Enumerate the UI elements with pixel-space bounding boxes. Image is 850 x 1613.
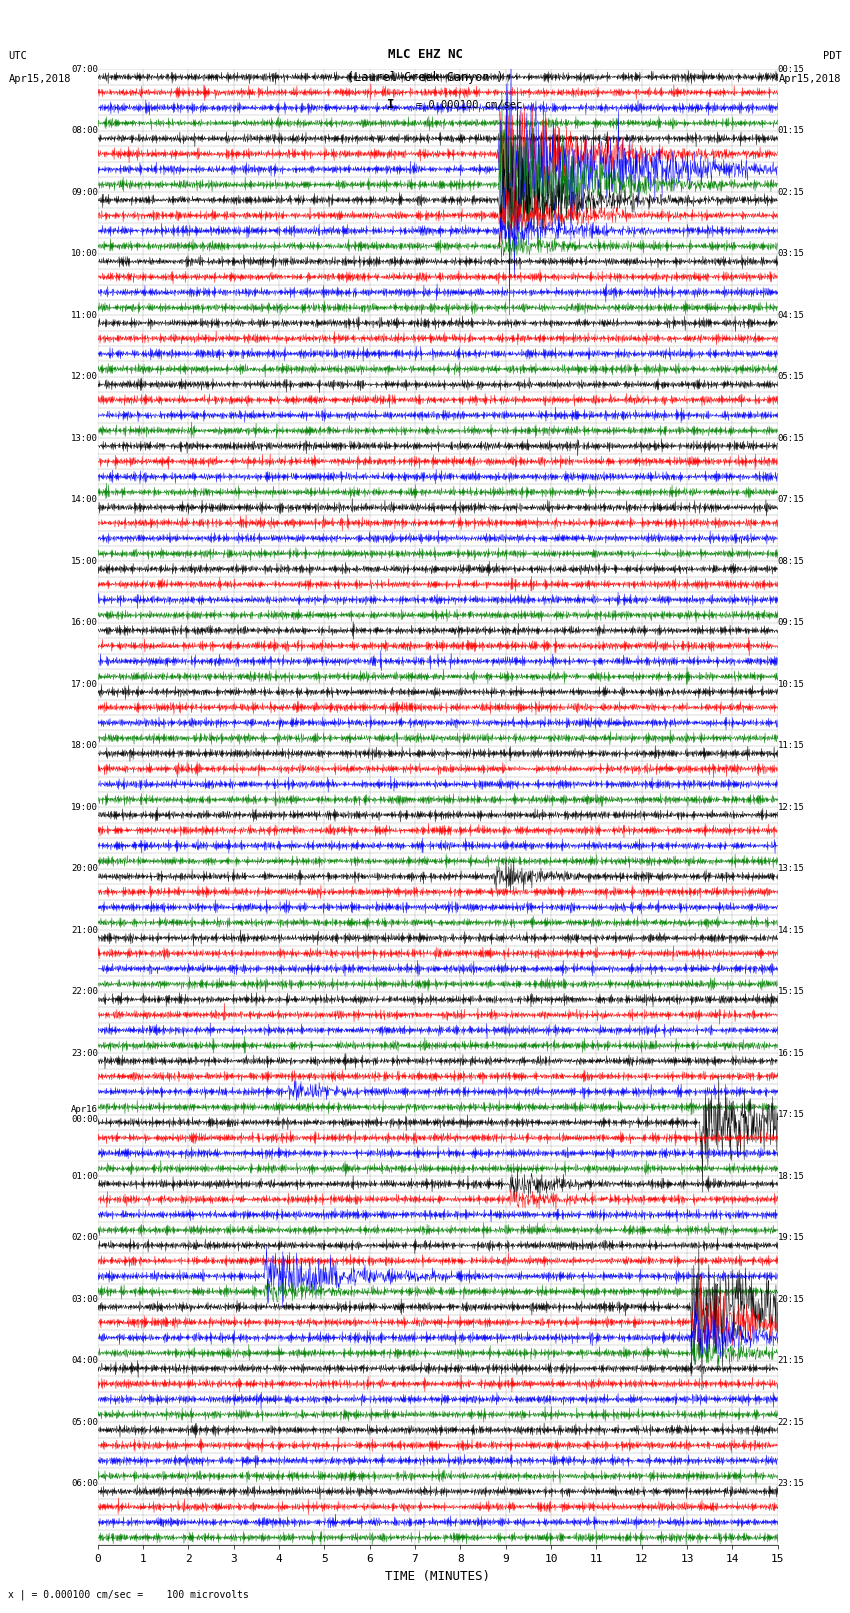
Text: 06:15: 06:15 [778,434,805,444]
Text: PDT: PDT [823,52,842,61]
Text: 22:15: 22:15 [778,1418,805,1428]
Text: 15:15: 15:15 [778,987,805,997]
Text: 21:00: 21:00 [71,926,98,936]
Text: 18:00: 18:00 [71,742,98,750]
Text: 22:00: 22:00 [71,987,98,997]
Text: 01:15: 01:15 [778,126,805,135]
Text: 16:00: 16:00 [71,618,98,627]
Text: 09:00: 09:00 [71,187,98,197]
Text: MLC EHZ NC: MLC EHZ NC [388,48,462,61]
Text: 09:15: 09:15 [778,618,805,627]
Text: 04:00: 04:00 [71,1357,98,1365]
Text: 07:00: 07:00 [71,65,98,74]
Text: 08:15: 08:15 [778,556,805,566]
Text: (Laurel Creek Canyon ): (Laurel Creek Canyon ) [347,71,503,84]
Text: Apr16
00:00: Apr16 00:00 [71,1105,98,1124]
Text: 05:15: 05:15 [778,373,805,381]
Text: I: I [388,98,394,111]
Text: 17:15: 17:15 [778,1110,805,1119]
Text: 02:15: 02:15 [778,187,805,197]
Text: 19:15: 19:15 [778,1234,805,1242]
Text: = 0.000100 cm/sec: = 0.000100 cm/sec [416,100,523,110]
Text: 14:00: 14:00 [71,495,98,505]
Text: 07:15: 07:15 [778,495,805,505]
Text: 00:15: 00:15 [778,65,805,74]
Text: 02:00: 02:00 [71,1234,98,1242]
Text: 08:00: 08:00 [71,126,98,135]
Text: x | = 0.000100 cm/sec =    100 microvolts: x | = 0.000100 cm/sec = 100 microvolts [8,1589,249,1600]
Text: 18:15: 18:15 [778,1171,805,1181]
Text: 17:00: 17:00 [71,679,98,689]
Text: 14:15: 14:15 [778,926,805,936]
Text: 19:00: 19:00 [71,803,98,811]
Text: 20:00: 20:00 [71,865,98,873]
Text: 13:15: 13:15 [778,865,805,873]
Text: 05:00: 05:00 [71,1418,98,1428]
Text: Apr15,2018: Apr15,2018 [8,74,71,84]
Text: 03:15: 03:15 [778,250,805,258]
Text: 15:00: 15:00 [71,556,98,566]
Text: 01:00: 01:00 [71,1171,98,1181]
Text: 06:00: 06:00 [71,1479,98,1489]
Text: 03:00: 03:00 [71,1295,98,1303]
Text: 10:00: 10:00 [71,250,98,258]
Text: 16:15: 16:15 [778,1048,805,1058]
Text: 04:15: 04:15 [778,311,805,319]
Text: 11:00: 11:00 [71,311,98,319]
Text: 10:15: 10:15 [778,679,805,689]
Text: 23:15: 23:15 [778,1479,805,1489]
Text: 20:15: 20:15 [778,1295,805,1303]
Text: UTC: UTC [8,52,27,61]
Text: 11:15: 11:15 [778,742,805,750]
Text: 13:00: 13:00 [71,434,98,444]
Text: Apr15,2018: Apr15,2018 [779,74,842,84]
Text: 12:00: 12:00 [71,373,98,381]
Text: 21:15: 21:15 [778,1357,805,1365]
X-axis label: TIME (MINUTES): TIME (MINUTES) [385,1569,490,1582]
Text: 12:15: 12:15 [778,803,805,811]
Text: 23:00: 23:00 [71,1048,98,1058]
